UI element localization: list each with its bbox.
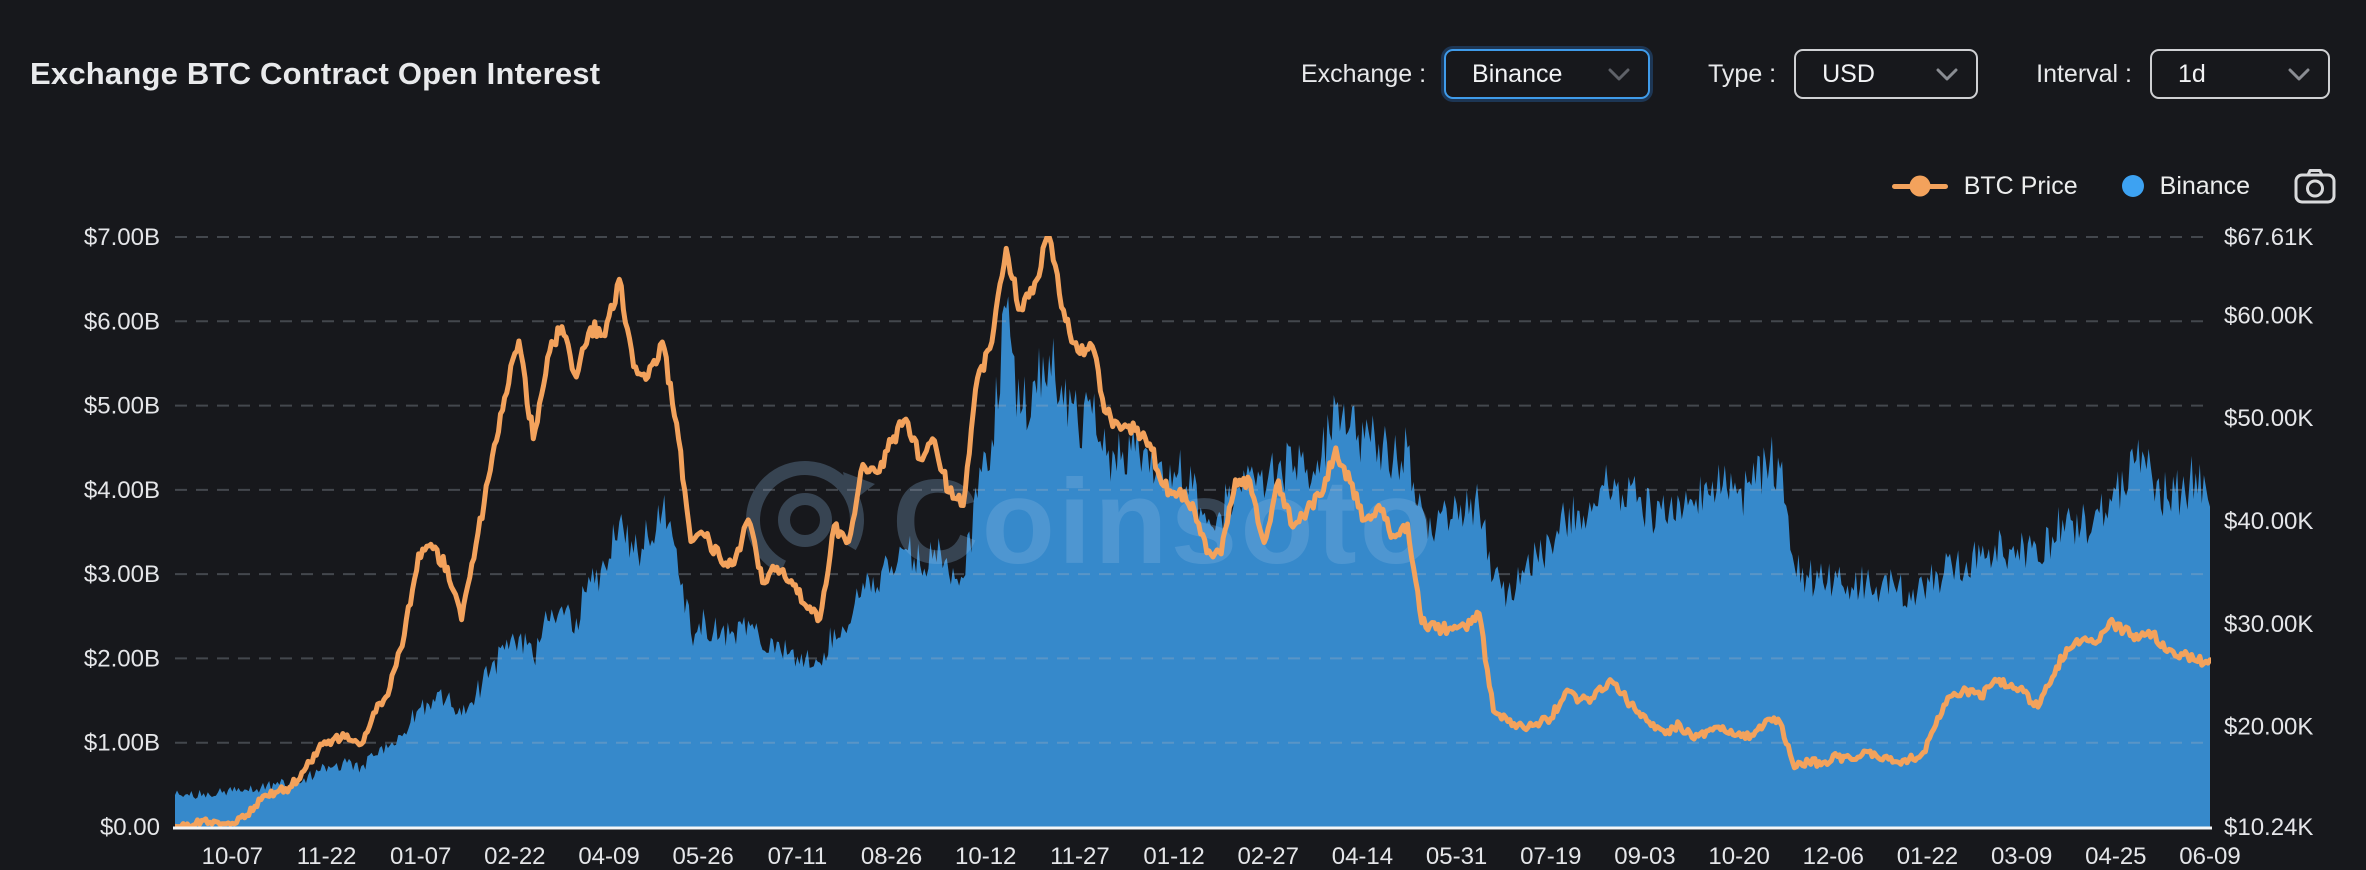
left-axis-tick-label: $0.00 xyxy=(100,814,160,841)
chevron-down-icon xyxy=(1936,68,1958,81)
x-axis-tick-label: 01-22 xyxy=(1897,843,1958,870)
chart-controls: Exchange : Binance Type : USD xyxy=(1301,49,2330,99)
x-axis-tick-label: 10-12 xyxy=(955,843,1016,870)
chevron-down-icon xyxy=(1608,68,1630,81)
type-label: Type : xyxy=(1708,59,1777,88)
chart-legend: BTC Price Binance xyxy=(1891,168,2336,204)
watermark: Coinsoto xyxy=(746,455,1436,589)
interval-label: Interval : xyxy=(2036,59,2132,88)
x-axis-tick-label: 05-31 xyxy=(1426,843,1487,870)
x-axis-tick-label: 01-07 xyxy=(390,843,451,870)
left-axis-tick-label: $3.00B xyxy=(84,561,160,588)
exchange-select[interactable]: Binance xyxy=(1444,49,1651,99)
btc-price-line-marker-icon xyxy=(1891,175,1948,197)
right-axis-tick-label: $50.00K xyxy=(2224,405,2313,432)
left-axis-tick-label: $5.00B xyxy=(84,393,160,420)
left-axis-labels: $7.00B $6.00B $5.00B $4.00B $3.00B $2.00B $1.0… xyxy=(84,224,160,841)
x-axis-tick-label: 02-27 xyxy=(1238,843,1299,870)
x-axis-tick-label: 08-26 xyxy=(861,843,922,870)
x-axis-tick-label: 02-22 xyxy=(484,843,545,870)
btc-price-line xyxy=(175,236,2211,828)
legend-item-btc-price[interactable]: BTC Price xyxy=(1891,171,2078,201)
gridlines xyxy=(175,236,2210,744)
binance-dot-marker-icon xyxy=(2121,175,2144,197)
right-axis-tick-label: $67.61K xyxy=(2224,224,2313,251)
type-control: Type : USD xyxy=(1708,49,1979,99)
left-axis-tick-label: $7.00B xyxy=(84,224,160,251)
interval-value: 1d xyxy=(2178,59,2206,88)
x-axis-tick-label: 04-25 xyxy=(2085,843,2146,870)
exchange-control: Exchange : Binance xyxy=(1300,49,1651,99)
x-axis-tick-label: 11-27 xyxy=(1050,843,1110,870)
type-select[interactable]: USD xyxy=(1794,49,1979,99)
x-axis-tick-label: 11-22 xyxy=(297,843,357,870)
x-axis-tick-label: 06-09 xyxy=(2179,843,2240,870)
x-axis-tick-label: 04-14 xyxy=(1332,843,1393,870)
x-axis-tick-label: 10-20 xyxy=(1708,843,1769,870)
x-axis-tick-label: 12-06 xyxy=(1803,843,1864,870)
x-axis-tick-label: 09-03 xyxy=(1614,843,1675,870)
exchange-label: Exchange : xyxy=(1300,59,1427,88)
x-axis-tick-label: 07-19 xyxy=(1520,843,1581,870)
x-axis-tick-label: 07-11 xyxy=(768,843,828,870)
x-axis-tick-label: 01-12 xyxy=(1143,843,1204,870)
right-axis-tick-label: $20.00K xyxy=(2224,714,2313,741)
x-axis-tick-label: 04-09 xyxy=(578,843,639,870)
x-axis-labels: 10-07 11-22 01-07 02-22 04-09 05-26 07-11 08-26… xyxy=(202,843,2241,870)
x-axis-tick-label: 03-09 xyxy=(1991,843,2052,870)
left-axis-tick-label: $1.00B xyxy=(84,730,160,757)
x-axis-tick-label: 05-26 xyxy=(673,843,734,870)
exchange-value: Binance xyxy=(1472,59,1563,88)
watermark-text: Coinsoto xyxy=(892,455,1436,589)
left-axis-tick-label: $2.00B xyxy=(84,645,160,672)
right-axis-tick-label: $40.00K xyxy=(2224,508,2313,535)
binance-open-interest-area xyxy=(175,296,2210,827)
type-value: USD xyxy=(1822,59,1875,88)
right-axis-tick-label: $30.00K xyxy=(2224,611,2313,638)
interval-control: Interval : 1d xyxy=(2036,49,2330,99)
left-axis-tick-label: $6.00B xyxy=(84,308,160,335)
chevron-down-icon xyxy=(2288,68,2310,81)
legend-label: BTC Price xyxy=(1963,171,2078,200)
header: Exchange BTC Contract Open Interest Exch… xyxy=(30,46,2330,102)
left-axis-tick-label: $4.00B xyxy=(84,477,160,504)
right-axis-tick-label: $60.00K xyxy=(2224,302,2313,329)
right-axis-tick-label: $10.24K xyxy=(2224,814,2313,841)
legend-label: Binance xyxy=(2159,171,2250,200)
legend-item-binance[interactable]: Binance xyxy=(2121,171,2250,201)
screenshot-button[interactable] xyxy=(2294,168,2336,204)
interval-select[interactable]: 1d xyxy=(2150,49,2330,99)
right-axis-labels: $67.61K $60.00K $50.00K $40.00K $30.00K $20.0… xyxy=(2224,224,2313,841)
page-title: Exchange BTC Contract Open Interest xyxy=(30,56,601,91)
x-axis-tick-label: 10-07 xyxy=(202,843,263,870)
camera-icon xyxy=(2294,169,2336,204)
